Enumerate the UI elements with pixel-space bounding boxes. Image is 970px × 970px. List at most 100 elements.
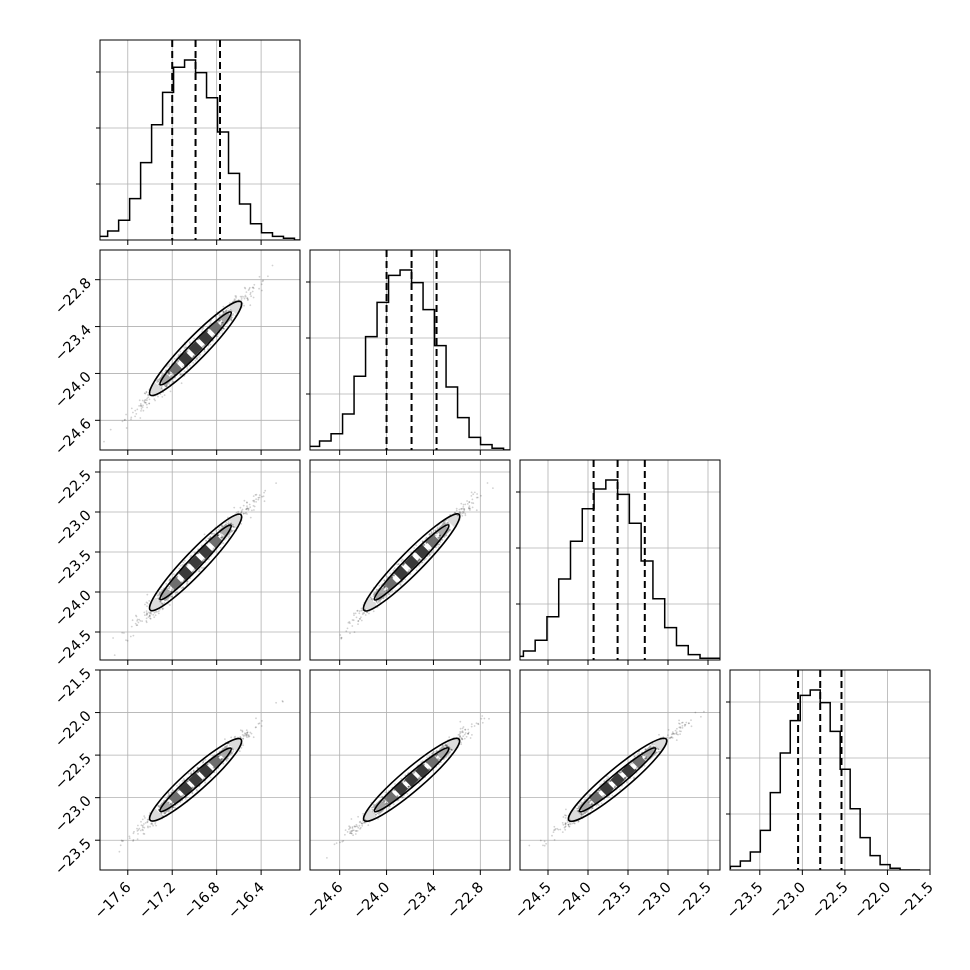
sample-point — [634, 768, 637, 771]
x-tick-label: −23.4 — [398, 880, 441, 923]
sample-point — [542, 844, 544, 847]
sample-point — [420, 561, 423, 564]
sample-point — [177, 789, 180, 791]
sample-point — [247, 736, 250, 738]
sample-point — [375, 813, 378, 816]
sample-point — [552, 831, 555, 833]
sample-point — [138, 405, 141, 407]
sample-point — [603, 794, 606, 797]
sample-point — [144, 399, 147, 401]
density-cell — [436, 745, 451, 760]
sample-point — [462, 731, 464, 734]
sample-point — [161, 602, 164, 605]
sample-point — [196, 771, 199, 774]
sample-point — [400, 796, 403, 799]
sample-point — [251, 286, 254, 289]
sample-point — [459, 730, 462, 733]
sample-point — [391, 590, 394, 592]
sample-point — [360, 607, 363, 610]
sample-point — [258, 287, 260, 290]
scatter-points — [118, 700, 284, 853]
sample-point — [263, 491, 265, 494]
sample-point — [171, 595, 173, 598]
sample-point — [423, 544, 426, 546]
sample-point — [435, 754, 438, 757]
sample-point — [249, 506, 252, 509]
sample-point — [149, 617, 152, 620]
sample-point — [188, 364, 191, 367]
x-tick-label: −23.0 — [766, 880, 809, 923]
sample-point — [675, 731, 678, 733]
sample-point — [146, 602, 149, 604]
sample-point — [402, 563, 405, 566]
x-tick-label: −22.8 — [444, 880, 487, 923]
sample-point — [240, 299, 243, 301]
sample-point — [462, 503, 465, 506]
sample-point — [455, 507, 458, 510]
sample-point — [571, 822, 574, 825]
sample-point — [543, 844, 546, 847]
sample-point — [348, 828, 350, 831]
sample-point — [396, 795, 399, 797]
sample-point — [383, 801, 385, 804]
sample-point — [261, 495, 264, 498]
sample-point — [354, 825, 357, 828]
sample-point — [144, 603, 146, 606]
sample-point — [468, 501, 471, 503]
sample-point — [407, 570, 410, 573]
sample-point — [163, 602, 166, 604]
histogram — [520, 479, 720, 659]
sample-point — [462, 507, 464, 510]
sample-point — [591, 802, 593, 804]
sample-point — [184, 346, 187, 349]
sample-point — [360, 822, 363, 824]
sample-point — [140, 408, 143, 410]
sample-point — [461, 738, 464, 741]
sample-point — [221, 536, 224, 538]
density-cell — [218, 310, 233, 325]
sample-point — [168, 587, 171, 590]
sample-point — [466, 503, 469, 505]
sample-point — [189, 342, 191, 345]
sample-point — [156, 379, 158, 382]
sample-point — [246, 507, 249, 510]
sample-point — [386, 802, 388, 804]
sample-point — [449, 747, 452, 750]
sample-point — [215, 311, 218, 313]
sample-point — [577, 807, 580, 810]
sample-point — [348, 621, 351, 623]
sample-point — [109, 428, 112, 431]
sample-point — [401, 564, 404, 567]
sample-point — [195, 788, 198, 791]
sample-point — [221, 321, 224, 324]
sample-point — [153, 616, 156, 619]
sample-point — [197, 570, 200, 572]
sample-point — [203, 533, 206, 536]
sample-point — [121, 840, 124, 843]
y-tick-label: −24.0 — [52, 588, 95, 631]
panel-3-3: −23.5 −23.0 −22.5 −22.0 −21.5 — [724, 669, 937, 923]
sample-point — [469, 507, 472, 510]
sample-point — [384, 586, 387, 589]
sample-point — [439, 534, 441, 537]
sample-point — [393, 567, 396, 570]
sample-point — [226, 310, 229, 312]
sample-point — [468, 507, 471, 510]
sample-point — [370, 806, 373, 809]
sample-point — [222, 322, 224, 324]
sample-point — [425, 542, 428, 544]
sample-point — [624, 777, 626, 780]
sample-point — [220, 324, 223, 327]
sample-point — [221, 321, 224, 324]
sample-point — [206, 330, 209, 332]
sample-point — [408, 568, 411, 571]
sample-point — [386, 802, 389, 805]
sample-point — [137, 833, 139, 835]
sample-point — [564, 817, 567, 819]
sample-point — [407, 785, 410, 788]
sample-point — [145, 617, 148, 620]
sample-point — [460, 741, 462, 744]
sample-point — [444, 744, 447, 747]
sample-point — [125, 427, 128, 429]
